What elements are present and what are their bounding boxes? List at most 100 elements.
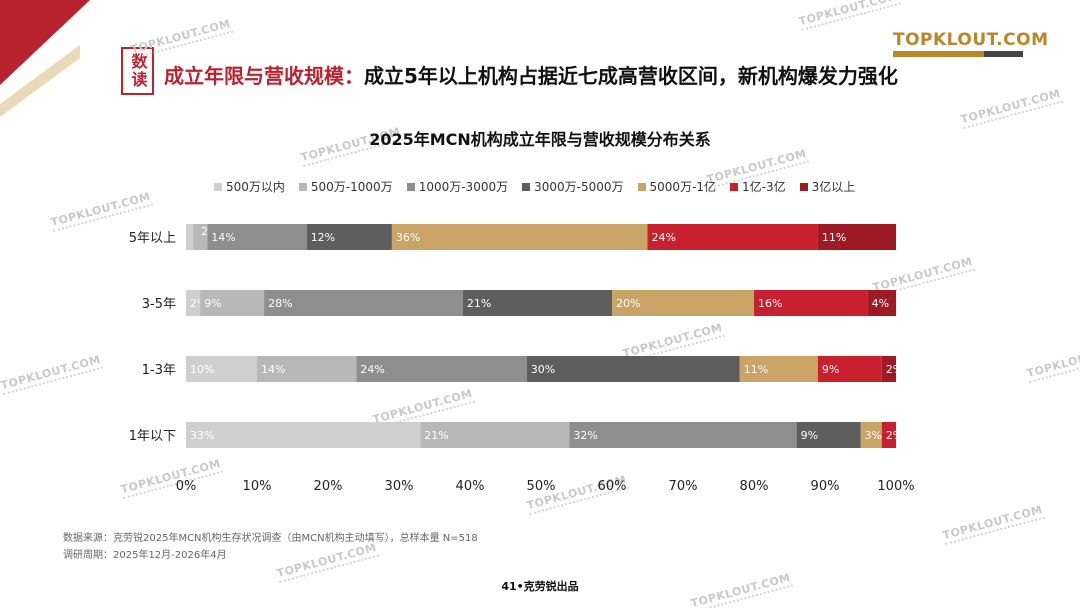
bar-data-label: 4% [872,297,889,310]
legend-item: 3亿以上 [799,178,856,195]
legend-label: 500万以内 [226,180,285,194]
bar-segment [200,290,265,316]
bar-data-label: 36% [396,231,420,244]
bar-segment [207,224,307,250]
legend-swatch [406,182,415,191]
chart-title: 2025年MCN机构成立年限与营收规模分布关系 [369,130,711,149]
bar-segment [462,290,612,316]
legend-item: 500万-1000万 [298,178,393,195]
bar-data-label: 10% [190,363,214,376]
legend-item: 1000万-3000万 [406,178,509,195]
bar-data-label: 14% [261,363,285,376]
bar-segment [186,224,194,250]
bar-data-label: 14% [211,231,235,244]
bar-data-label: 11% [744,363,768,376]
bar-data-label: 21% [467,297,491,310]
bar-data-label: 2% [886,429,903,442]
bar-segment [186,422,421,448]
bar-data-label: 28% [268,297,292,310]
bar-segment [569,422,797,448]
corner-decoration [0,0,120,120]
chart-legend: 500万以内 500万-1000万 1000万-3000万 3000万-5000万 50… [214,178,855,195]
legend-swatch [730,182,739,191]
page-title-highlight: 成立年限与营收规模： [164,64,364,88]
bar-data-label: 9% [204,297,221,310]
survey-period-note: 调研周期：2025年12月-2026年4月 [63,550,227,561]
brand-logo: TOPKLOUT.COM [893,30,1049,57]
bar-segment [867,290,896,316]
bar-segment [881,422,896,448]
bar-data-label: 30% [531,363,555,376]
legend-label: 3亿以上 [811,180,856,194]
x-tick-label: 70% [669,479,698,494]
section-badge-label: 数读 [128,53,148,89]
bar-data-label: 12% [311,231,335,244]
legend-swatch [522,182,531,191]
bar-segment [817,224,896,250]
bar-data-label: 20% [616,297,640,310]
bar-segment [647,224,818,250]
brand-logo-underline [893,51,1023,57]
brand-logo-text: TOPKLOUT.COM [893,30,1049,50]
legend-label: 1亿-3亿 [742,180,786,194]
bar-segment [526,356,740,382]
legend-swatch [637,182,646,191]
legend-item: 3000万-5000万 [522,178,624,195]
category-label: 1-3年 [142,363,176,378]
page-title-rest: 成立5年以上机构占据近七成高营收区间，新机构爆发力强化 [364,64,898,88]
bar-data-label: 24% [652,231,676,244]
legend-item: 5000万-1亿 [637,178,717,195]
x-tick-label: 80% [740,479,769,494]
legend-swatch [799,182,808,191]
bar-data-label: 33% [190,429,214,442]
legend-item: 1亿-3亿 [730,178,786,195]
legend-label: 3000万-5000万 [534,180,624,194]
legend-item: 500万以内 [214,178,285,195]
bar-segment [420,422,570,448]
x-tick-label: 0% [176,479,197,494]
bar-segment [186,290,201,316]
bar-segment [612,290,754,316]
bar-segment [306,224,392,250]
bar-segment [356,356,527,382]
x-tick-label: 50% [527,479,556,494]
bar-segment [264,290,463,316]
x-tick-label: 60% [598,479,627,494]
page-title: 成立年限与营收规模：成立5年以上机构占据近七成高营收区间，新机构爆发力强化 [164,60,898,89]
page-number: 41•克劳锐出品 [501,580,579,593]
bar-segment [739,356,818,382]
bar-data-label: 24% [360,363,384,376]
legend-swatch [214,182,222,191]
x-tick-label: 10% [243,479,272,494]
data-source-note: 数据来源：克劳锐2025年MCN机构生存状况调查（由MCN机构主动填写），总样本… [63,533,478,544]
bar-data-label: 3% [865,429,882,442]
bar-data-label: 32% [573,429,597,442]
x-tick-label: 20% [314,479,343,494]
x-tick-label: 30% [385,479,414,494]
bar-segment [193,224,208,250]
bar-data-label: 11% [822,231,846,244]
legend-label: 5000万-1亿 [649,180,717,194]
bar-segment [881,356,896,382]
bar-segment [860,422,882,448]
bar-segment [391,224,648,250]
x-tick-label: 100% [877,479,914,494]
category-label: 1年以下 [129,429,176,444]
bar-segment [796,422,861,448]
x-tick-label: 90% [811,479,840,494]
bar-segment [817,356,882,382]
x-tick-label: 40% [456,479,485,494]
bar-data-label: 9% [822,363,839,376]
bar-data-label: 16% [758,297,782,310]
bar-segment [257,356,357,382]
section-badge: 数读 [121,47,154,95]
legend-label: 1000万-3000万 [418,180,509,194]
category-label: 3-5年 [142,297,176,312]
legend-label: 500万-1000万 [310,180,393,194]
bar-segment [186,356,257,382]
bar-data-label: 21% [424,429,448,442]
bar-data-label: 2% [886,363,903,376]
legend-swatch [298,182,307,191]
bar-data-label: 9% [801,429,818,442]
